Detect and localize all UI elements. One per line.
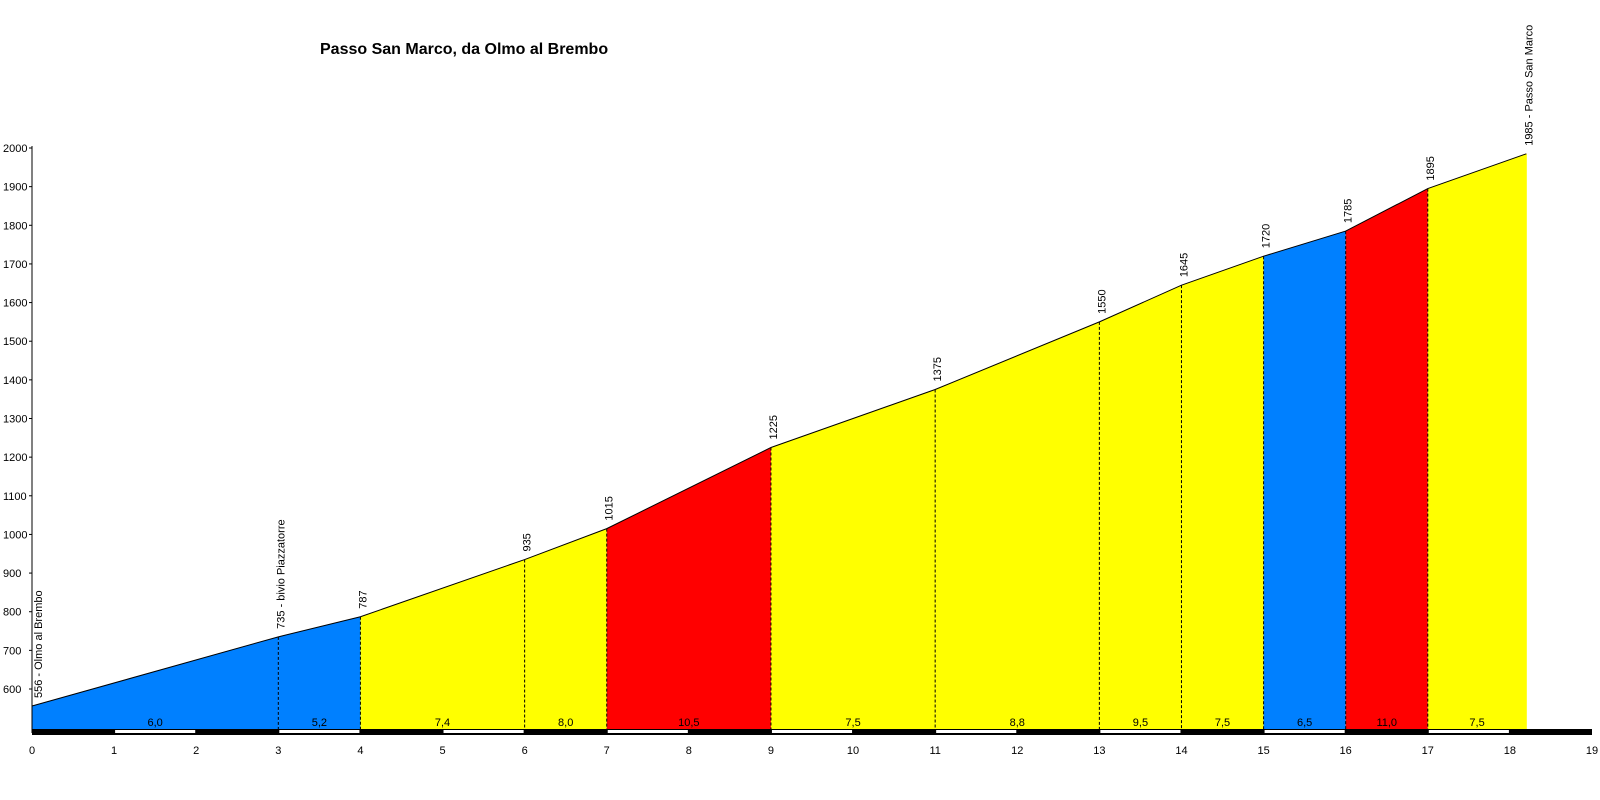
y-tick-label-5: 1100 (3, 491, 27, 503)
km-stripe-3 (279, 730, 360, 733)
segment-area-0 (32, 636, 279, 733)
km-stripe-17 (1428, 730, 1509, 733)
point-label-5: 1225 (768, 415, 780, 439)
gradient-label-1: 5,2 (312, 717, 327, 729)
x-tick-label-0: 0 (29, 745, 35, 757)
gradient-label-2: 7,4 (435, 717, 450, 729)
point-label-10: 1785 (1343, 199, 1355, 223)
km-stripe-7 (607, 730, 688, 733)
y-tick-label-7: 1300 (3, 414, 27, 426)
x-tick-label-3: 3 (275, 745, 281, 757)
gradient-label-4: 10,5 (678, 717, 699, 729)
gradient-label-0: 6,0 (148, 717, 163, 729)
point-label-4: 1015 (604, 496, 616, 520)
y-tick-label-8: 1400 (3, 375, 27, 387)
point-label-1: 735 - bivio Piazzatorre (275, 519, 287, 628)
y-tick-label-11: 1700 (3, 259, 27, 271)
x-tick-label-19: 19 (1586, 745, 1598, 757)
x-tick-label-5: 5 (439, 745, 445, 757)
profile-polyline (31, 153, 1527, 707)
x-tick-label-1: 1 (111, 745, 117, 757)
segment-area-11 (1427, 153, 1527, 733)
chart-title: Passo San Marco, da Olmo al Brembo (320, 41, 608, 58)
x-tick-label-17: 17 (1422, 745, 1434, 757)
y-tick-label-14: 2000 (3, 143, 27, 155)
profile-areas (32, 153, 1527, 733)
gradient-label-11: 7,5 (1469, 717, 1484, 729)
x-tick-label-9: 9 (768, 745, 774, 757)
x-tick-label-14: 14 (1175, 745, 1187, 757)
segment-area-8 (1181, 256, 1264, 733)
segment-area-7 (1099, 285, 1182, 733)
x-tick-label-10: 10 (847, 745, 859, 757)
segment-area-3 (524, 528, 607, 733)
point-label-12: 1985 - Passo San Marco (1523, 25, 1535, 146)
y-tick-label-2: 800 (3, 607, 21, 619)
y-tick-label-12: 1800 (3, 220, 27, 232)
gradient-label-6: 8,8 (1010, 717, 1025, 729)
gradient-label-7: 9,5 (1133, 717, 1148, 729)
y-axis: 600 700 800 900 1000 1100 1200 1300 1400 1500 1600… (3, 143, 33, 733)
y-tick-label-13: 1900 (3, 182, 27, 194)
segment-area-5 (770, 389, 936, 733)
km-stripe-5 (443, 730, 524, 733)
y-tick-label-6: 1200 (3, 452, 27, 464)
x-tick-label-16: 16 (1340, 745, 1352, 757)
point-label-3: 935 (522, 533, 534, 551)
segment-area-4 (606, 447, 771, 733)
x-tick-label-11: 11 (929, 745, 940, 757)
y-tick-label-0: 600 (3, 684, 21, 696)
km-stripe-13 (1100, 730, 1181, 733)
point-label-11: 1895 (1425, 156, 1437, 180)
gradient-label-8: 7,5 (1215, 717, 1230, 729)
x-tick-label-2: 2 (193, 745, 199, 757)
segment-area-1 (278, 616, 361, 733)
x-axis: 0 1 2 3 4 5 6 7 8 9 10 11 12 13 14 15 16 17 18 19 (29, 745, 1598, 757)
x-tick-label-13: 13 (1093, 745, 1105, 757)
point-label-7: 1550 (1096, 289, 1108, 313)
gradient-label-3: 8,0 (558, 717, 573, 729)
point-label-2: 787 (357, 590, 369, 608)
km-stripe-9 (771, 730, 853, 733)
x-tick-label-18: 18 (1504, 745, 1516, 757)
segment-area-9 (1263, 231, 1346, 733)
segment-area-6 (935, 321, 1100, 733)
km-stripe-1 (115, 730, 196, 733)
point-label-8: 1645 (1178, 253, 1190, 277)
point-label-9: 1720 (1261, 224, 1273, 248)
point-label-0: 556 - Olmo al Brembo (33, 590, 45, 698)
x-tick-label-12: 12 (1011, 745, 1023, 757)
x-tick-label-6: 6 (522, 745, 528, 757)
segment-area-10 (1345, 188, 1428, 733)
segment-dividers (277, 153, 1527, 733)
profile-line (31, 153, 1527, 707)
gradient-labels: 6,0 5,2 7,4 8,0 10,5 7,5 8,8 9,5 7,5 6,5 11,0 7,5 (148, 717, 1485, 729)
x-tick-label-7: 7 (604, 745, 610, 757)
y-tick-label-1: 700 (3, 645, 21, 657)
point-labels: 556 - Olmo al Brembo 735 - bivio Piazzato… (33, 25, 1535, 698)
y-tick-label-3: 900 (3, 568, 21, 580)
point-label-6: 1375 (932, 357, 944, 381)
y-tick-label-10: 1600 (3, 298, 27, 310)
km-stripe-15 (1264, 730, 1345, 733)
y-tick-label-4: 1000 (3, 529, 27, 541)
x-tick-label-8: 8 (686, 745, 692, 757)
x-tick-label-4: 4 (357, 745, 363, 757)
segment-area-2 (360, 559, 525, 733)
km-stripe-11 (936, 730, 1017, 733)
gradient-label-10: 11,0 (1376, 717, 1397, 729)
gradient-label-5: 7,5 (845, 717, 860, 729)
x-tick-label-15: 15 (1257, 745, 1269, 757)
distance-baseline (32, 729, 1592, 735)
gradient-label-9: 6,5 (1297, 717, 1312, 729)
y-tick-label-9: 1500 (3, 336, 27, 348)
